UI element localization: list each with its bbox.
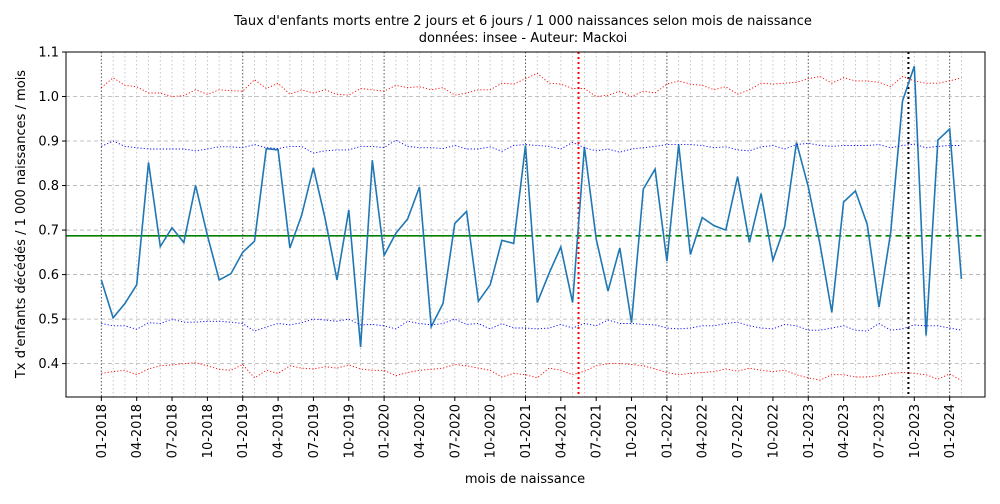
series-lines xyxy=(100,65,963,381)
x-tick-label: 04-2020 xyxy=(413,404,428,458)
x-tick-label: 01-2022 xyxy=(660,404,675,458)
x-axis-label: mois de naissance xyxy=(465,472,585,487)
series-line xyxy=(101,72,962,97)
x-tick-label: 07-2022 xyxy=(731,404,746,458)
y-tick-label: 1.0 xyxy=(38,90,59,105)
plot-frame xyxy=(65,51,986,398)
y-tick-label: 0.7 xyxy=(38,224,59,239)
x-axis-ticks: 01-2018 04-2018 07-2018 10-2018 01-2019 04-20… xyxy=(95,397,958,458)
x-tick-label: 07-2023 xyxy=(872,404,887,458)
x-tick-label: 04-2022 xyxy=(696,404,711,458)
x-tick-label: 04-2018 xyxy=(130,404,145,458)
series-line xyxy=(101,318,962,332)
y-tick-label: 0.4 xyxy=(38,357,59,372)
x-tick-label: 10-2018 xyxy=(201,404,216,458)
y-tick-label: 1.1 xyxy=(38,46,59,61)
x-tick-label: 07-2020 xyxy=(448,404,463,458)
x-tick-label: 04-2023 xyxy=(837,404,852,458)
y-axis-ticks: 0.4 0.5 0.6 0.7 0.8 0.9 1.0 1.1 xyxy=(38,46,66,372)
y-tick-label: 0.9 xyxy=(38,135,59,150)
y-tick-label: 0.5 xyxy=(38,313,59,328)
grid xyxy=(66,51,985,397)
series-line xyxy=(101,362,962,381)
x-tick-label: 04-2021 xyxy=(554,404,569,458)
x-tick-label: 01-2019 xyxy=(236,404,251,458)
x-tick-label: 10-2022 xyxy=(766,404,781,458)
x-tick-label: 07-2021 xyxy=(590,404,605,458)
x-tick-label: 01-2021 xyxy=(519,404,534,458)
x-tick-label: 10-2023 xyxy=(908,404,923,458)
y-tick-label: 0.6 xyxy=(38,268,59,283)
chart-subtitle: données: insee - Auteur: Mackoi xyxy=(419,31,628,46)
x-tick-label: 10-2019 xyxy=(342,404,357,458)
y-tick-label: 0.8 xyxy=(38,179,59,194)
series-line xyxy=(100,65,963,348)
x-tick-label: 10-2020 xyxy=(484,404,499,458)
chart-title: Taux d'enfants morts entre 2 jours et 6 … xyxy=(233,14,812,29)
x-tick-label: 10-2021 xyxy=(625,404,640,458)
x-tick-label: 01-2020 xyxy=(378,404,393,458)
x-tick-label: 07-2019 xyxy=(307,404,322,458)
series-line xyxy=(101,139,962,154)
y-axis-label: Tx d'enfants décédés / 1 000 naissances … xyxy=(14,70,29,379)
x-tick-label: 01-2024 xyxy=(943,404,958,458)
x-tick-label: 04-2019 xyxy=(272,404,287,458)
x-tick-label: 07-2018 xyxy=(166,404,181,458)
vertical-markers xyxy=(66,52,985,397)
x-tick-label: 01-2018 xyxy=(95,404,110,458)
x-tick-label: 01-2023 xyxy=(802,404,817,458)
